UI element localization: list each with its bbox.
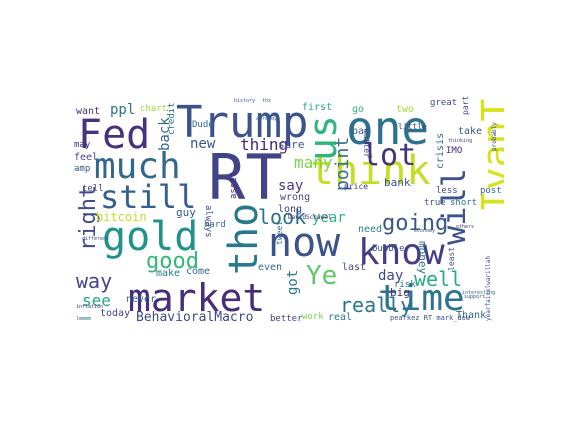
word: today [100, 308, 131, 319]
word: never [126, 294, 157, 305]
word: much [94, 146, 181, 187]
word: come [186, 266, 211, 277]
word: least [447, 246, 456, 271]
word: need [358, 224, 383, 235]
word: feel [74, 152, 99, 163]
word: time [378, 278, 465, 319]
word: economy [414, 228, 436, 234]
word: inflation [76, 304, 104, 310]
word: one [346, 101, 430, 155]
word: good [146, 249, 199, 274]
word: tell [82, 184, 104, 194]
word: risk [394, 280, 416, 290]
word: going [382, 211, 449, 236]
word: bank [384, 176, 411, 189]
word: others [456, 224, 475, 230]
word: guy [176, 206, 196, 219]
word: think [310, 148, 431, 194]
word: thx [262, 98, 272, 104]
word: little [398, 122, 427, 131]
word: support [464, 294, 486, 300]
word: matter [362, 129, 371, 158]
word: interesting [462, 290, 496, 296]
word: better [270, 314, 303, 324]
word: many [294, 153, 333, 172]
word: still [100, 178, 197, 216]
word: long [278, 204, 303, 215]
word: post [480, 186, 502, 196]
word: true [424, 198, 446, 208]
word: gold [102, 214, 199, 260]
word: lmmmm [76, 316, 92, 322]
word: thing [240, 135, 289, 154]
word: DavidSchawel [288, 214, 332, 221]
word: asset [229, 171, 239, 199]
word: first [302, 102, 333, 113]
word: bubble [372, 244, 405, 254]
word: now [268, 220, 341, 266]
word: last [342, 262, 367, 273]
word: Ye [306, 261, 338, 291]
word: great [430, 98, 458, 108]
word: RT [208, 141, 283, 214]
word: see [82, 291, 111, 310]
word: new [190, 136, 216, 152]
word: way [76, 269, 113, 293]
word: IMO [446, 146, 463, 156]
word: short [450, 198, 478, 208]
word: BehavioralMacro [136, 310, 254, 325]
word: part [461, 95, 470, 115]
word: bitcoin [96, 210, 147, 224]
word: bad [352, 126, 371, 137]
word: want [76, 106, 101, 117]
word: look [258, 205, 307, 229]
word: probably [491, 122, 498, 151]
word: Fed [78, 112, 151, 158]
word: crisis [435, 132, 446, 169]
word: market [128, 276, 266, 320]
word: credit [167, 102, 177, 135]
word: tweet [275, 220, 284, 245]
word: really [340, 293, 413, 317]
word: may [74, 140, 91, 150]
word: history [234, 98, 256, 104]
word: ppl [110, 102, 136, 118]
word: already [256, 116, 278, 122]
word: different [82, 236, 110, 242]
word: pearkez RT mark_dow [390, 314, 471, 322]
word: real [328, 312, 353, 323]
word: day [378, 268, 404, 284]
word: two [396, 104, 415, 115]
word: work [302, 312, 324, 322]
word: even [258, 262, 283, 273]
word: chart [140, 104, 168, 114]
word: take [458, 126, 483, 137]
word: less [436, 186, 458, 196]
word: price [344, 182, 369, 191]
word: sure [278, 138, 305, 151]
word: thinking [448, 138, 473, 144]
word: make [156, 268, 181, 279]
word: big [390, 286, 410, 299]
word: Dude [192, 120, 214, 130]
word: year [312, 210, 346, 226]
word: say [278, 178, 304, 194]
word: wrong [280, 192, 311, 203]
word: amp [74, 164, 91, 174]
word: Thank [456, 310, 487, 321]
word: lot [362, 138, 417, 173]
word: go [352, 104, 365, 115]
word: got [285, 269, 301, 295]
word: Trump [176, 97, 309, 148]
word: yearfaiselwarillah [485, 255, 492, 321]
word-cloud: RT Trump one IvanTheK Fed much think us … [72, 95, 504, 326]
word: well [414, 267, 463, 291]
word: hard [204, 220, 226, 230]
word: know [358, 232, 445, 273]
word: money [416, 241, 429, 275]
